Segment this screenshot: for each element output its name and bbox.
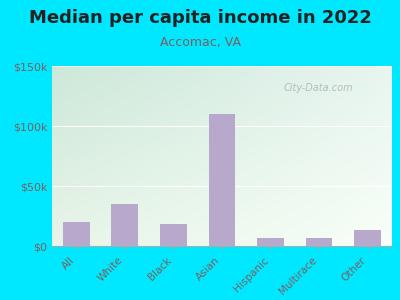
Bar <box>306 238 332 246</box>
Bar <box>112 204 138 246</box>
Bar <box>354 230 381 246</box>
Text: Median per capita income in 2022: Median per capita income in 2022 <box>28 9 372 27</box>
Text: City-Data.com: City-Data.com <box>283 82 353 93</box>
Bar <box>257 238 284 246</box>
Bar <box>63 222 90 246</box>
Bar <box>160 224 187 246</box>
Bar <box>209 114 235 246</box>
Text: Accomac, VA: Accomac, VA <box>160 36 240 49</box>
